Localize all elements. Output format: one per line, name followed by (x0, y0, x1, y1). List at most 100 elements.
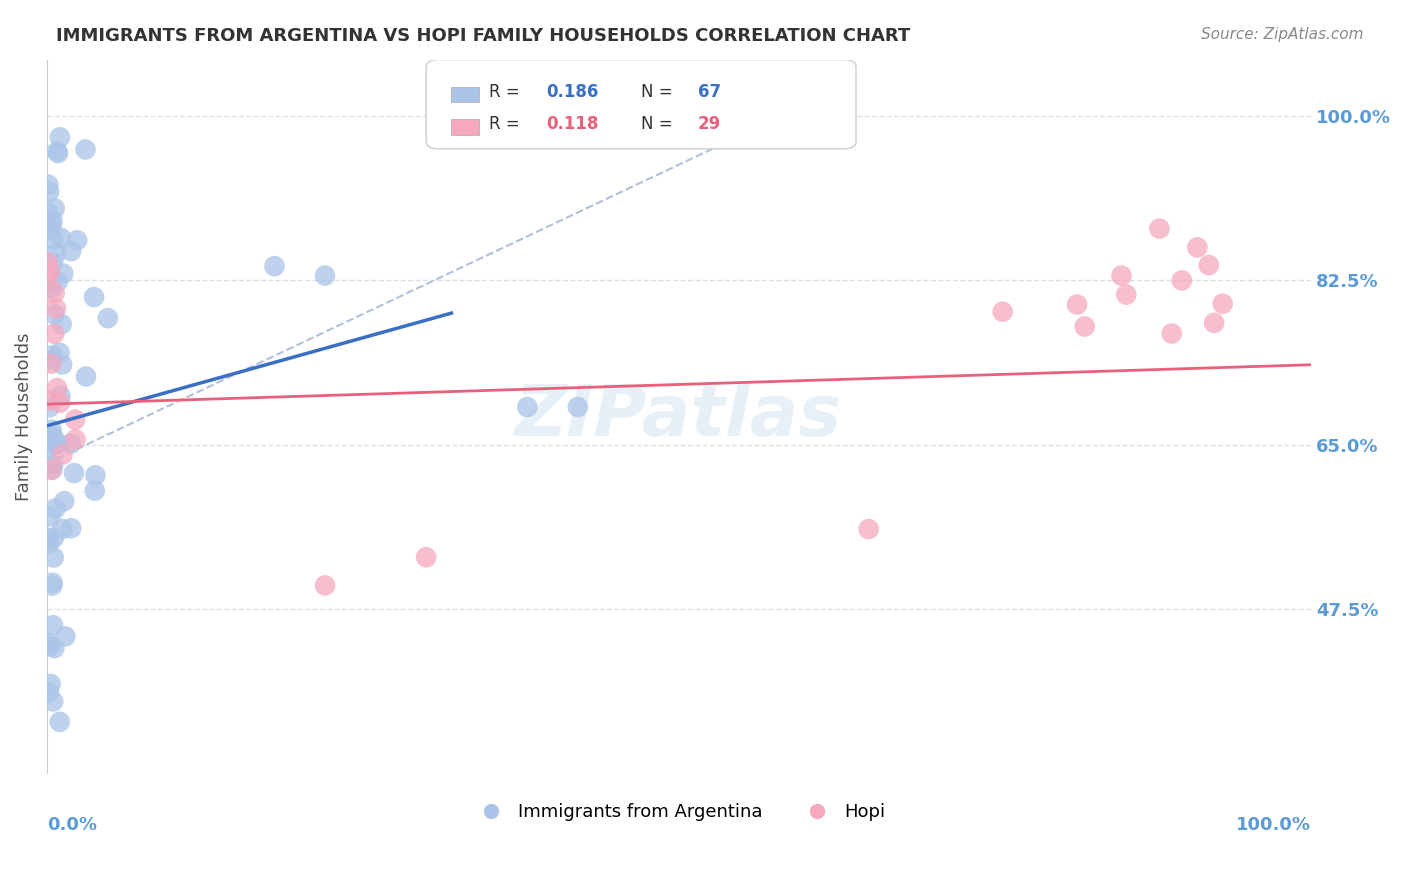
Text: R =: R = (489, 83, 526, 101)
Immigrants from Argentina (37, 205, 59, 219)
Hopi (1171, 273, 1194, 287)
Immigrants from Argentina (83, 483, 105, 498)
Hopi (1073, 319, 1095, 334)
Text: 29: 29 (697, 115, 721, 133)
Immigrants from Argentina (567, 400, 589, 414)
Hopi (37, 255, 59, 269)
Immigrants from Argentina (38, 685, 60, 699)
Immigrants from Argentina (37, 178, 59, 192)
Hopi (46, 381, 69, 395)
Immigrants from Argentina (42, 458, 65, 473)
Immigrants from Argentina (51, 522, 73, 536)
Text: Source: ZipAtlas.com: Source: ZipAtlas.com (1201, 27, 1364, 42)
Text: 67: 67 (697, 83, 721, 101)
Immigrants from Argentina (51, 358, 73, 372)
Text: 0.0%: 0.0% (46, 816, 97, 834)
Immigrants from Argentina (39, 223, 62, 237)
Immigrants from Argentina (48, 714, 70, 729)
Immigrants from Argentina (41, 348, 63, 362)
Immigrants from Argentina (46, 146, 69, 161)
Immigrants from Argentina (42, 233, 65, 247)
Hopi (39, 357, 62, 371)
Hopi (1160, 326, 1182, 341)
Immigrants from Argentina (39, 509, 62, 524)
Hopi (65, 433, 87, 447)
Hopi (39, 463, 62, 477)
Immigrants from Argentina (97, 311, 120, 326)
Immigrants from Argentina (41, 423, 63, 437)
Immigrants from Argentina (53, 629, 76, 643)
Hopi (858, 522, 880, 536)
Hopi (49, 396, 72, 410)
Immigrants from Argentina (46, 145, 69, 159)
Immigrants from Argentina (49, 389, 72, 403)
Hopi (415, 550, 437, 565)
Text: R =: R = (489, 115, 526, 133)
Hopi (37, 272, 59, 286)
Y-axis label: Family Households: Family Households (15, 332, 32, 500)
Immigrants from Argentina (44, 501, 66, 516)
Immigrants from Argentina (41, 575, 63, 590)
Immigrants from Argentina (48, 345, 70, 359)
Immigrants from Argentina (314, 268, 336, 283)
Immigrants from Argentina (41, 213, 63, 227)
Text: IMMIGRANTS FROM ARGENTINA VS HOPI FAMILY HOUSEHOLDS CORRELATION CHART: IMMIGRANTS FROM ARGENTINA VS HOPI FAMILY… (56, 27, 911, 45)
Immigrants from Argentina (41, 429, 63, 443)
Hopi (51, 448, 73, 462)
Hopi (38, 393, 60, 408)
Immigrants from Argentina (59, 436, 82, 450)
Immigrants from Argentina (51, 317, 73, 331)
Immigrants from Argentina (38, 401, 60, 415)
Hopi (45, 301, 67, 316)
Immigrants from Argentina (41, 579, 63, 593)
Hopi (991, 304, 1014, 318)
Immigrants from Argentina (75, 369, 97, 384)
Immigrants from Argentina (46, 275, 69, 289)
Immigrants from Argentina (38, 185, 60, 199)
Text: N =: N = (641, 115, 678, 133)
Immigrants from Argentina (38, 536, 60, 550)
Immigrants from Argentina (41, 281, 63, 295)
Immigrants from Argentina (66, 233, 89, 247)
Immigrants from Argentina (42, 694, 65, 708)
FancyBboxPatch shape (451, 87, 479, 103)
Hopi (63, 412, 86, 426)
Immigrants from Argentina (39, 353, 62, 368)
Immigrants from Argentina (37, 446, 59, 460)
Immigrants from Argentina (60, 521, 83, 535)
Immigrants from Argentina (83, 290, 105, 304)
Hopi (44, 326, 66, 341)
Immigrants from Argentina (75, 143, 97, 157)
Text: 0.186: 0.186 (547, 83, 599, 101)
Hopi (1149, 221, 1171, 235)
Immigrants from Argentina (42, 550, 65, 565)
Hopi (1066, 297, 1088, 311)
Immigrants from Argentina (49, 230, 72, 244)
Hopi (38, 265, 60, 279)
Hopi (1187, 240, 1209, 254)
Immigrants from Argentina (39, 677, 62, 691)
Immigrants from Argentina (52, 267, 75, 281)
FancyBboxPatch shape (426, 60, 856, 149)
Immigrants from Argentina (37, 531, 59, 545)
Immigrants from Argentina (84, 468, 107, 483)
Text: N =: N = (641, 83, 678, 101)
Text: 100.0%: 100.0% (1236, 816, 1312, 834)
Immigrants from Argentina (48, 436, 70, 450)
Immigrants from Argentina (44, 640, 66, 655)
Immigrants from Argentina (41, 463, 63, 477)
Text: ZIPatlas: ZIPatlas (516, 382, 842, 450)
Immigrants from Argentina (49, 130, 72, 145)
Hopi (314, 578, 336, 592)
Immigrants from Argentina (42, 431, 65, 445)
FancyBboxPatch shape (451, 119, 479, 135)
Hopi (1198, 258, 1220, 272)
Immigrants from Argentina (53, 494, 76, 508)
Immigrants from Argentina (63, 466, 86, 480)
Immigrants from Argentina (42, 255, 65, 269)
Hopi (1111, 268, 1133, 283)
Immigrants from Argentina (39, 639, 62, 653)
Hopi (1115, 287, 1137, 301)
Hopi (44, 285, 66, 300)
Hopi (1212, 296, 1234, 310)
